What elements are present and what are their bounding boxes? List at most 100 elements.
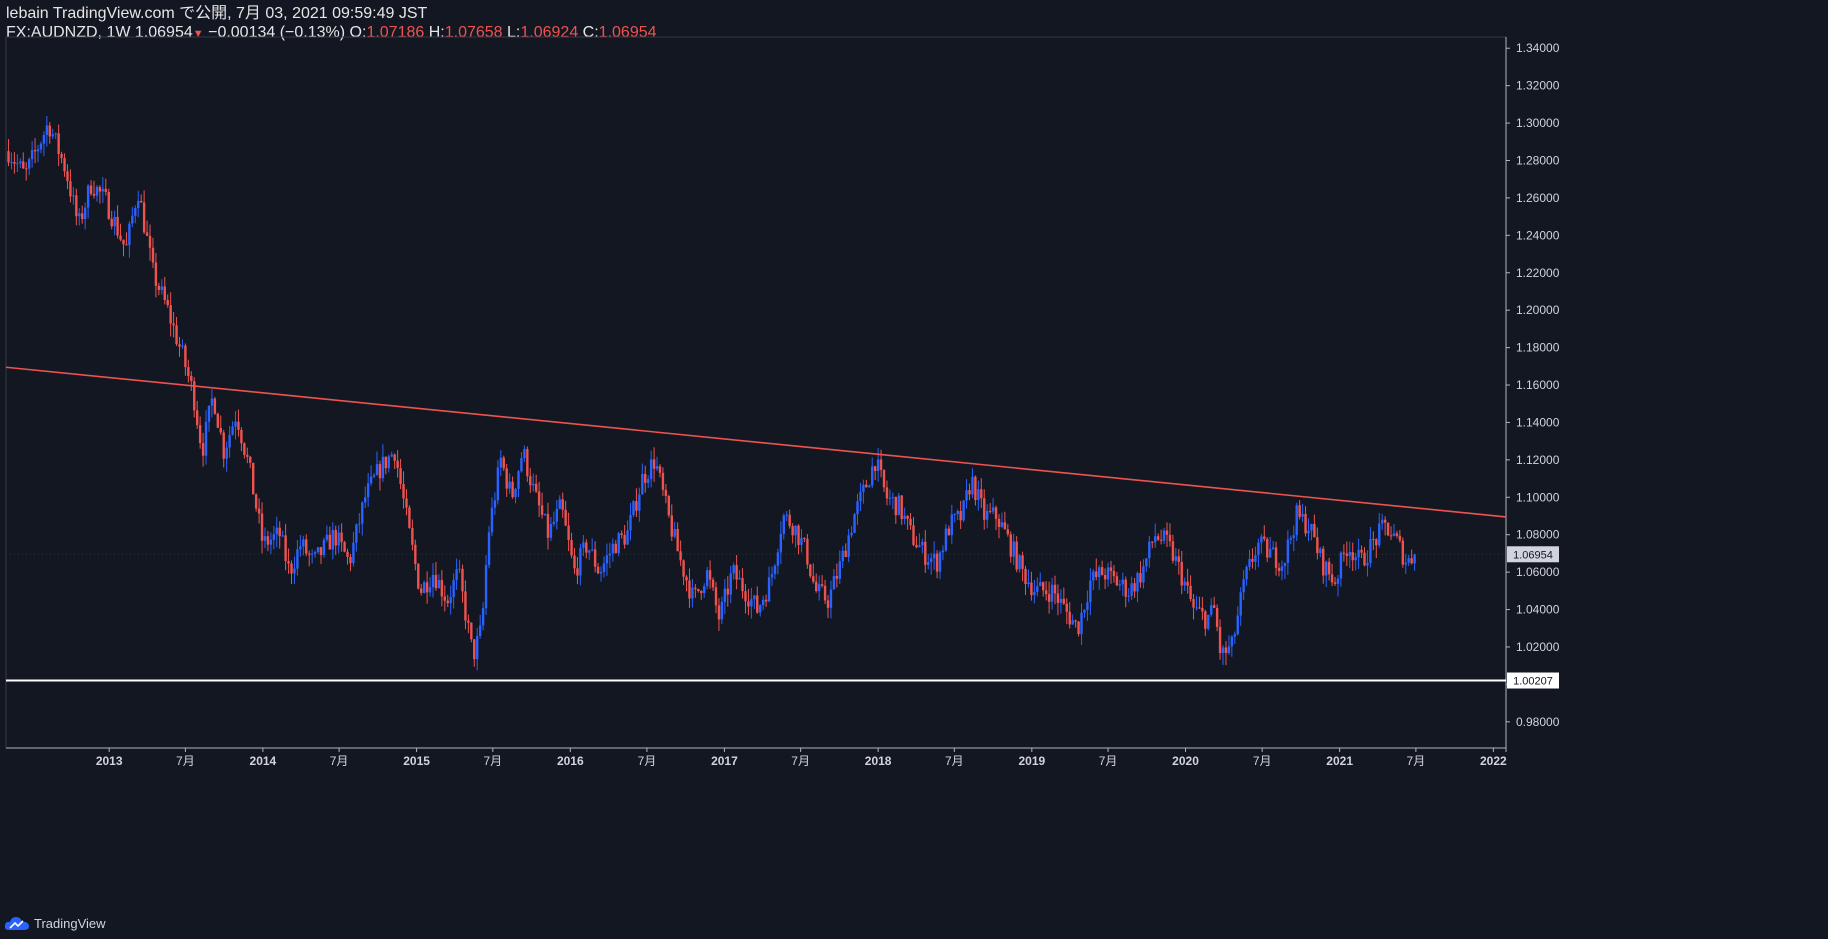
candle-body xyxy=(570,540,573,556)
candle-body xyxy=(1233,634,1237,637)
candle-body xyxy=(534,483,538,492)
plot-frame xyxy=(5,36,1507,749)
candle-body xyxy=(885,487,889,499)
candle-body xyxy=(744,591,747,602)
candle-body xyxy=(694,587,697,589)
candle-body xyxy=(195,410,199,426)
x-tick-label: 7月 xyxy=(1407,754,1426,768)
candle-body xyxy=(443,596,446,601)
candle-body xyxy=(611,543,615,554)
candle-body xyxy=(753,595,756,600)
candle-body xyxy=(1180,561,1183,586)
candle-body xyxy=(602,563,606,572)
candle-body xyxy=(42,134,46,144)
candle-body xyxy=(478,625,482,636)
candle-body xyxy=(850,532,853,536)
candle-body xyxy=(797,525,800,545)
candle-body xyxy=(882,470,886,488)
candle-body xyxy=(1044,590,1048,595)
candle-body xyxy=(1289,538,1293,540)
candle-body xyxy=(340,532,343,543)
candle-body xyxy=(529,476,532,486)
candle-body xyxy=(458,568,461,570)
candle-body xyxy=(473,639,476,660)
candle-body xyxy=(219,427,222,433)
descending-trendline[interactable] xyxy=(5,366,1507,518)
candle-body xyxy=(1133,583,1136,592)
candle-body xyxy=(879,459,883,471)
y-tick-label: 1.08000 xyxy=(1516,528,1560,542)
candle-body xyxy=(717,605,721,620)
candle-body xyxy=(888,497,892,499)
candle-body xyxy=(741,578,744,592)
candle-body xyxy=(1015,541,1018,570)
candle-body xyxy=(437,579,441,589)
candle-body xyxy=(1139,573,1142,583)
candle-body xyxy=(1342,552,1346,554)
candle-body xyxy=(1000,522,1004,527)
candle-body xyxy=(1106,567,1110,580)
candle-body xyxy=(720,601,724,620)
candle-body xyxy=(791,526,794,536)
candle-body xyxy=(257,508,261,514)
candle-body xyxy=(154,262,158,286)
candle-body xyxy=(617,533,620,554)
candle-body xyxy=(1257,542,1260,556)
x-tick-label: 2019 xyxy=(1018,754,1045,768)
candle-body xyxy=(1242,579,1245,593)
candle-body xyxy=(302,539,305,547)
candle-body xyxy=(1398,535,1402,541)
candle-body xyxy=(705,570,709,587)
candle-body xyxy=(1142,566,1145,583)
candle-body xyxy=(1295,505,1298,536)
candle-body xyxy=(655,466,659,469)
tradingview-cloud-icon xyxy=(4,917,29,930)
candle-body xyxy=(561,499,564,510)
candle-body xyxy=(1062,598,1066,604)
candle-body xyxy=(1074,620,1077,622)
candle-body xyxy=(1263,536,1266,539)
candle-body xyxy=(89,185,93,194)
candle-body xyxy=(393,454,396,461)
candle-body xyxy=(1268,549,1272,558)
candle-body xyxy=(1336,578,1340,584)
candle-body xyxy=(204,421,208,456)
candle-body xyxy=(788,514,791,527)
candle-body xyxy=(593,549,597,567)
candle-body xyxy=(1047,594,1051,602)
candle-body xyxy=(1212,605,1216,608)
candle-body xyxy=(83,207,87,220)
candle-body xyxy=(1041,582,1045,591)
candle-body xyxy=(30,150,34,160)
candle-body xyxy=(673,528,676,537)
y-tick-label: 0.98000 xyxy=(1516,715,1560,729)
candle-body xyxy=(862,484,865,492)
candle-body xyxy=(546,513,550,538)
candle-body xyxy=(431,574,435,588)
candle-body xyxy=(1177,556,1180,562)
candle-body xyxy=(1375,539,1378,546)
candle-body xyxy=(390,454,393,457)
candle-body xyxy=(1156,536,1160,540)
candle-body xyxy=(275,527,278,535)
candle-body xyxy=(523,449,526,459)
candle-body xyxy=(193,381,196,411)
candle-body xyxy=(549,524,553,538)
candle-body xyxy=(402,483,405,499)
candle-body xyxy=(110,218,113,227)
candle-body xyxy=(997,518,1001,527)
candle-body xyxy=(856,501,859,515)
candle-body xyxy=(932,553,936,559)
candle-body xyxy=(750,599,753,607)
candle-body xyxy=(1401,540,1405,565)
candle-body xyxy=(1065,603,1068,612)
candle-body xyxy=(738,578,741,580)
candle-body xyxy=(564,509,567,526)
candle-body xyxy=(803,538,806,540)
candle-body xyxy=(187,367,190,376)
candle-body xyxy=(116,216,119,236)
candle-body xyxy=(1092,571,1095,581)
candle-body xyxy=(166,299,169,306)
candle-body xyxy=(1039,582,1042,587)
